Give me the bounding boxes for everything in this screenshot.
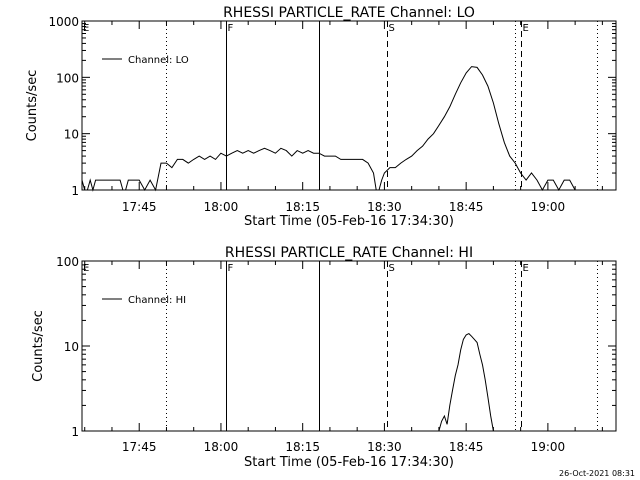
panel-1-ytick-label: 1 — [71, 184, 79, 198]
panel-2-xtick-label: 17:45 — [122, 440, 157, 454]
panel-1-xtick-label: 18:15 — [285, 200, 320, 214]
panel-2-title: RHESSI PARTICLE_RATE Channel: HI — [225, 245, 473, 261]
panel-1-xtick-label: 18:00 — [204, 200, 239, 214]
panel-1-xtick-label: 18:45 — [449, 200, 484, 214]
panel-1-ytick-label: 10 — [64, 128, 79, 142]
panel-1-corner-label: E — [83, 23, 89, 34]
panel-1-frame — [81, 20, 617, 191]
panel-1-ytick-label: 100 — [56, 71, 79, 85]
panel-1-ytick-label: 1000 — [48, 15, 79, 29]
panel-2-legend-label: Channel: HI — [128, 295, 186, 306]
panel-2-marker-label: S — [389, 263, 395, 274]
panel-1-xtick-label: 17:45 — [122, 200, 157, 214]
panel-1-legend-label: Channel: LO — [128, 55, 189, 66]
timestamp-text: 26-Oct-2021 08:31 — [559, 469, 635, 478]
panel-2-series-line — [438, 332, 494, 432]
panel-1-xtick-label: 18:30 — [367, 200, 402, 214]
panel-2-marker-label: F — [228, 263, 234, 274]
panel-2: RHESSI PARTICLE_RATE Channel: HI 1 10 100 17… — [31, 245, 617, 470]
timestamp-group: 26-Oct-2021 08:31 — [559, 469, 635, 478]
panel-1-title: RHESSI PARTICLE_RATE Channel: LO — [223, 5, 475, 21]
panel-2-xtick-label: 18:30 — [367, 440, 402, 454]
panel-2-xtick-label: 18:45 — [449, 440, 484, 454]
panel-1-marker-label: F — [228, 23, 234, 34]
panel-2-corner-label: E — [83, 263, 89, 274]
panel-2-ytick-label: 1 — [71, 425, 79, 439]
panel-1-marker-label: S — [389, 23, 395, 34]
panel-2-ytick-label: 10 — [64, 340, 79, 354]
panel-1-series-line — [81, 66, 586, 192]
panel-1-marker-label: E — [523, 23, 529, 34]
panel-2-x-axis-label: Start Time (05-Feb-16 17:34:30) — [244, 455, 454, 470]
panel-1-y-axis-label: Counts/sec — [25, 70, 40, 142]
panel-2-xtick-label: 18:15 — [285, 440, 320, 454]
panel-1-xtick-label: 19:00 — [531, 200, 566, 214]
panel-2-xtick-label: 18:00 — [204, 440, 239, 454]
panel-2-y-axis-label: Counts/sec — [31, 310, 46, 382]
panel-2-marker-label: E — [523, 263, 529, 274]
panel-2-ytick-label: 100 — [56, 255, 79, 269]
panel-1: RHESSI PARTICLE_RATE Channel: LO 1 10 100 10… — [25, 5, 617, 229]
panel-2-xtick-label: 19:00 — [531, 440, 566, 454]
panel-1-x-axis-label: Start Time (05-Feb-16 17:34:30) — [244, 214, 454, 229]
panel-2-frame — [81, 260, 617, 432]
